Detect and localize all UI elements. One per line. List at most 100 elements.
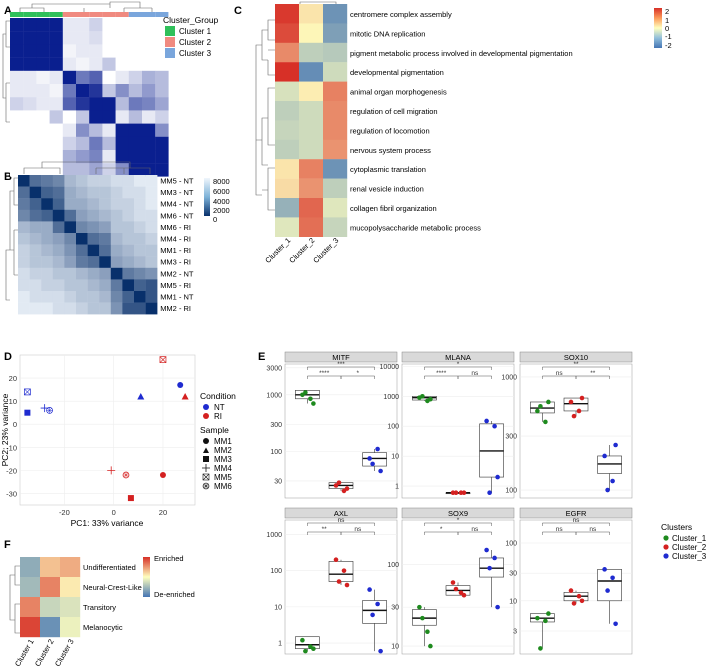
e-strip-label: MITF [332,353,350,362]
b-cell [18,302,30,315]
a-cell [115,150,129,164]
b-cell [87,244,100,257]
a-cell [36,84,50,98]
e-ytick-label: 1000 [501,374,517,381]
e-point [378,648,383,654]
a-cell [10,84,24,98]
b-cell [76,302,88,315]
e-point [568,399,574,405]
a-cell [155,84,169,98]
a-strip-cell [155,12,169,17]
e-strip-label: SOX10 [564,353,588,362]
e-sig-label: * [357,370,360,377]
a-cell [62,84,77,98]
e-point [535,408,540,414]
c-cell [299,62,324,82]
b-cell [110,244,123,257]
legend-mm4-label: MM4 [214,464,232,473]
e-ytick-label: 30 [274,478,282,485]
b-cell [87,279,100,292]
panel-f-legend-bottom: De-enriched [154,590,195,599]
a-cell [115,18,129,32]
legend-cluster2-label: Cluster_2 [672,543,707,552]
b-cell [29,209,42,222]
b-row-label: MM1 - RI [160,246,191,255]
c-cell [275,4,300,24]
a-cell [10,18,24,32]
c-cell [299,101,324,121]
b-cell [76,291,88,303]
e-point [367,587,372,592]
a-cell [102,136,116,151]
b-cell [87,198,100,210]
panel-letter-d: D [4,351,12,363]
e-ytick-label: 100 [270,449,282,456]
b-cell [87,256,100,268]
a-cell [62,123,77,137]
legend-mm5-label: MM5 [214,473,232,482]
e-box [295,636,320,650]
e-box [597,569,622,602]
legend-swatch-cluster3 [165,48,175,58]
legend-mm1-label: MM1 [214,437,232,446]
e-point [336,579,342,584]
c-row-label: developmental pigmentation [350,68,444,77]
b-cell [99,233,111,245]
b-cell [41,186,53,199]
e-strip [401,507,515,519]
panel-d-plot-area [19,354,196,506]
a-cell [115,84,129,98]
b-cell [145,244,158,257]
c-row-label: animal organ morphogenesis [350,88,447,97]
panel-c-cbar-tick: 2 [665,7,669,16]
d-point-mm1-nt [177,382,184,388]
e-point [333,557,339,563]
b-cell [99,256,111,268]
f-cell [40,597,61,618]
panel-f-colorbar [143,557,150,597]
b-cell [18,256,30,268]
a-cell [10,57,24,71]
panel-e-legend: Clusters Cluster_1 Cluster_2 Cluster_3 [661,522,707,561]
a-cell [36,31,50,45]
legend-mm2-triangle-icon [203,447,209,453]
a-cell [36,150,50,164]
legend-mm6-label: MM6 [214,482,232,491]
b-cell [76,221,88,234]
c-cell [275,217,300,237]
a-cell [128,31,143,45]
panel-f-legend-top: Enriched [154,554,184,563]
c-col-label: Cluster_3 [311,236,340,265]
a-cell [115,31,129,45]
a-cell [155,110,169,124]
d-point-mm2-ri [181,393,189,400]
c-row-label: mucopolysaccharide metabolic process [350,223,481,232]
c-cell [323,217,348,237]
b-cell [52,175,65,187]
b-cell [145,256,158,268]
panel-c-colorbar [654,8,662,48]
e-point [311,646,316,652]
panel-d-grid [20,355,195,505]
e-ytick-label: 1000 [266,532,282,539]
b-cell [41,209,53,222]
a-cell [23,150,37,164]
b-row-label: MM4 - RI [160,235,191,244]
a-cell [128,163,143,177]
b-cell [87,209,100,222]
b-cell [134,198,146,210]
a-cell [23,18,37,32]
a-cell [102,84,116,98]
a-cell [23,97,37,111]
b-cell [76,244,88,257]
a-strip-cell [76,12,90,17]
e-panel-sox9: SOX9 10 30 100 * * ns [387,507,515,655]
a-cell [128,44,143,58]
b-cell [122,209,135,222]
b-cell [134,244,146,257]
e-point [367,456,372,461]
panel-a-top-dendrogram [19,1,153,12]
b-cell [64,244,77,257]
b-cell [76,256,88,268]
